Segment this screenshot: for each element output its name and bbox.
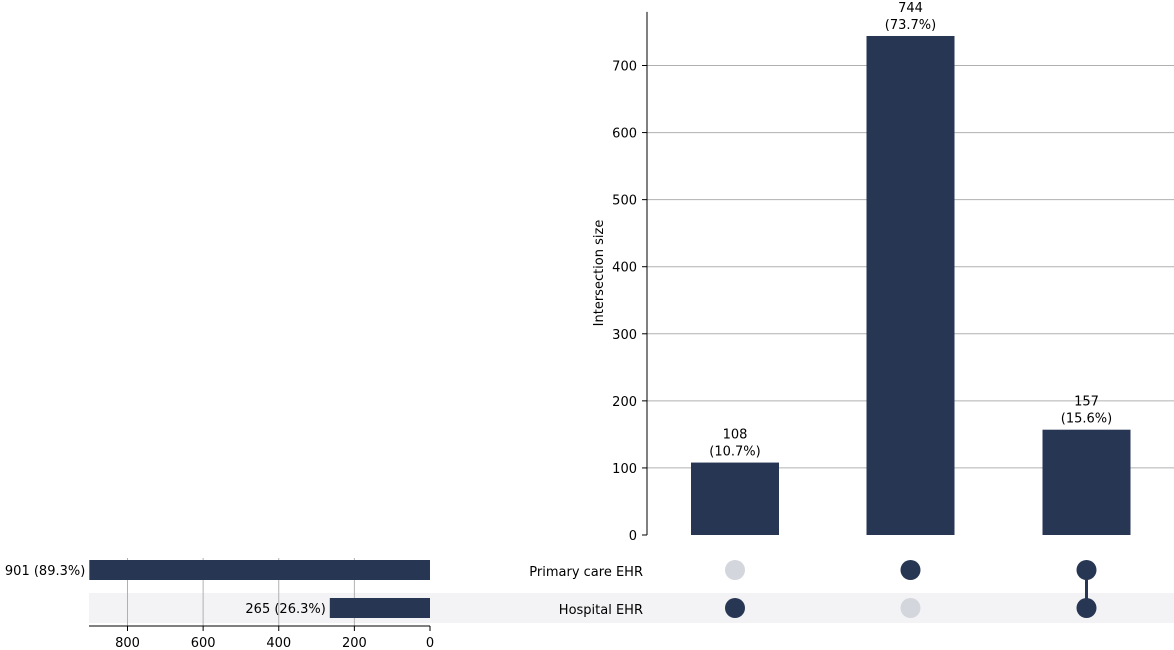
intersection-bars xyxy=(691,35,1131,535)
intersection-y-axis-label: Intersection size xyxy=(592,220,607,327)
y-tick-label: 100 xyxy=(612,462,637,477)
x-tick-label: 200 xyxy=(342,636,367,650)
intersection-count-label: 157 xyxy=(1074,395,1099,410)
intersection-count-label: 744 xyxy=(898,1,923,16)
y-tick-label: 600 xyxy=(612,127,637,142)
matrix-row-stripes xyxy=(89,593,1174,623)
intersection-percent-label: (10.7%) xyxy=(709,445,760,460)
y-tick-label: 0 xyxy=(629,529,637,544)
set-name-label: Primary care EHR xyxy=(529,565,643,580)
y-tick-label: 400 xyxy=(612,261,637,276)
matrix-dot-inactive xyxy=(725,560,745,580)
set-names: Primary care EHR Hospital EHR xyxy=(529,565,643,618)
set-size-bars xyxy=(89,560,430,618)
set-size-labels: 901 (89.3%) 265 (26.3%) xyxy=(5,564,326,617)
set-size-x-axis: 800 600 400 200 0 xyxy=(89,625,434,650)
intersection-percent-label: (15.6%) xyxy=(1061,412,1112,427)
intersection-count-label: 108 xyxy=(723,428,748,443)
intersection-data-labels: 108 (10.7%) 744 (73.7%) 157 (15.6%) xyxy=(709,1,1112,460)
matrix-dot-active xyxy=(1076,560,1097,580)
matrix-dot-inactive xyxy=(900,598,921,618)
matrix-row-stripe xyxy=(89,593,1174,623)
matrix-dot-active xyxy=(725,598,745,618)
x-tick-label: 600 xyxy=(191,636,216,650)
grid-lines xyxy=(127,65,1174,626)
intersection-matrix xyxy=(725,560,1097,618)
intersection-bar xyxy=(691,462,779,535)
set-size-label: 265 (26.3%) xyxy=(245,602,325,617)
y-tick-label: 300 xyxy=(612,328,637,343)
x-tick-label: 0 xyxy=(426,636,434,650)
y-tick-label: 500 xyxy=(612,194,637,209)
matrix-dot-active xyxy=(900,560,921,580)
intersection-bar xyxy=(1042,429,1131,535)
set-size-bar xyxy=(89,560,430,580)
matrix-dot-active xyxy=(1076,598,1097,618)
y-tick-label: 700 xyxy=(612,60,637,75)
intersection-percent-label: (73.7%) xyxy=(885,18,936,33)
set-size-label: 901 (89.3%) xyxy=(5,564,85,579)
intersection-bar xyxy=(866,35,955,535)
x-tick-label: 800 xyxy=(115,636,140,650)
x-tick-label: 400 xyxy=(266,636,291,650)
intersection-y-axis: 0 100 200 300 400 500 600 700 xyxy=(612,11,648,544)
set-name-label: Hospital EHR xyxy=(559,603,643,618)
set-size-bar xyxy=(329,598,430,618)
y-tick-label: 200 xyxy=(612,395,637,410)
